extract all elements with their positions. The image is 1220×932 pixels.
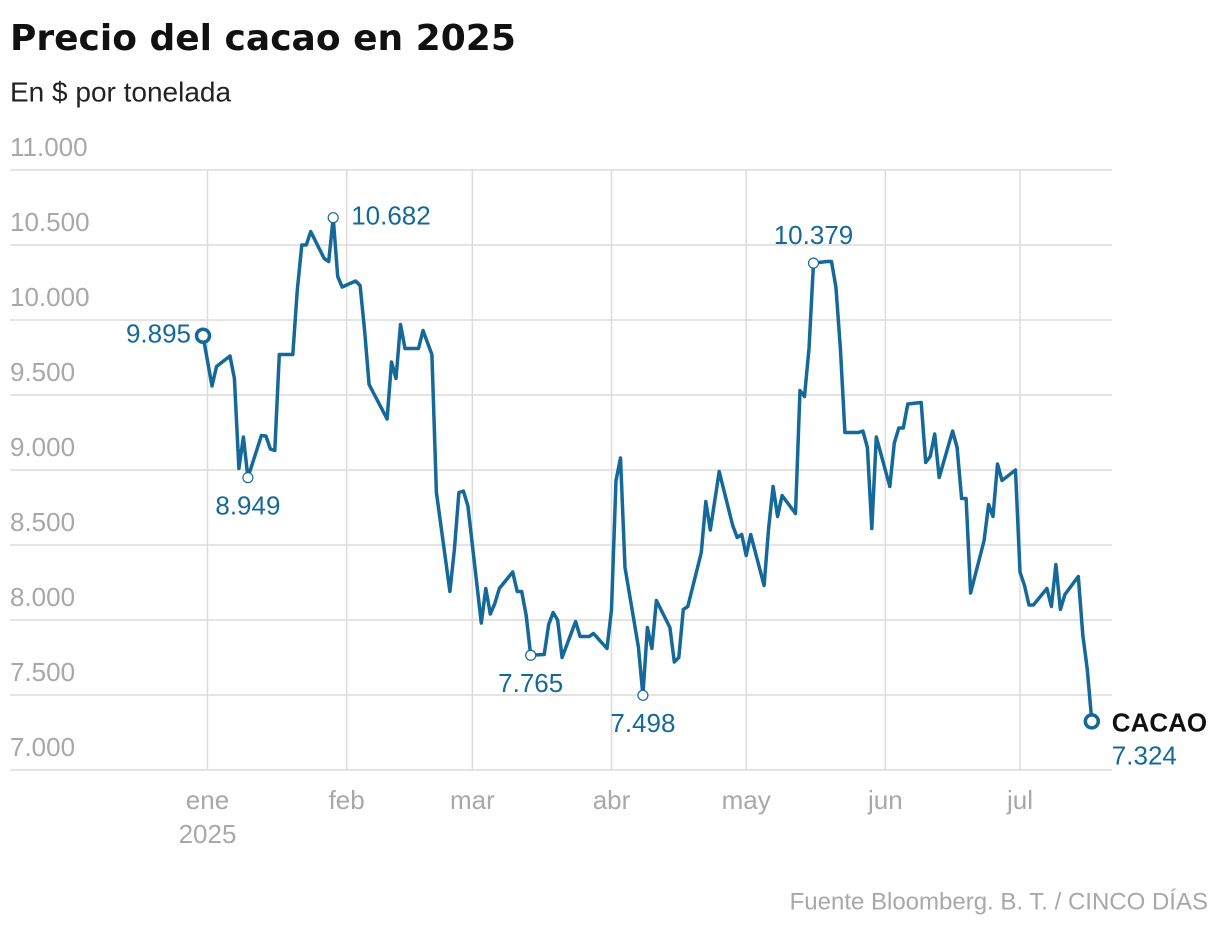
annotation-label: 9.895	[126, 319, 191, 349]
annotation-marker	[807, 257, 820, 269]
annotation-label: 8.949	[215, 491, 280, 521]
annotation-label: 10.379	[774, 220, 854, 250]
annotation-label: 7.498	[610, 708, 675, 738]
chart-subtitle: En $ por tonelada	[10, 76, 231, 107]
x-tick-label: jun	[867, 785, 903, 815]
y-tick-label: 10.000	[10, 282, 90, 312]
x-tick-label: mar	[450, 785, 495, 815]
annotation-marker	[194, 327, 212, 344]
y-tick-label: 7.000	[10, 732, 75, 762]
y-tick-label: 10.500	[10, 207, 90, 237]
annotation-marker	[525, 649, 537, 661]
price-line	[201, 215, 1094, 722]
annotation-label: 7.324	[1112, 740, 1177, 770]
x-tick-label: may	[722, 785, 771, 815]
y-tick-label: 8.000	[10, 582, 75, 612]
chart-title: Precio del cacao en 2025	[10, 18, 516, 59]
x-tick-label: jul	[1006, 785, 1033, 815]
year-label: 2025	[179, 819, 237, 849]
annotation-marker	[327, 212, 339, 224]
annotation-label: 10.682	[351, 201, 431, 231]
y-tick-label: 9.000	[10, 432, 75, 462]
x-tick-label: abr	[593, 785, 631, 815]
y-tick-label: 11.000	[10, 132, 88, 162]
series-label: CACAO	[1112, 707, 1207, 737]
y-tick-label: 7.500	[10, 657, 75, 687]
x-tick-label: ene	[186, 785, 229, 815]
annotation-marker	[1083, 713, 1101, 730]
y-tick-label: 9.500	[10, 357, 75, 387]
annotation-marker	[637, 689, 649, 701]
y-tick-label: 8.500	[10, 507, 75, 537]
annotation-label: 7.765	[498, 668, 563, 698]
source: Fuente Bloomberg. B. T. / CINCO DÍAS	[790, 888, 1208, 915]
x-tick-label: feb	[329, 785, 365, 815]
annotation-marker	[242, 472, 254, 484]
